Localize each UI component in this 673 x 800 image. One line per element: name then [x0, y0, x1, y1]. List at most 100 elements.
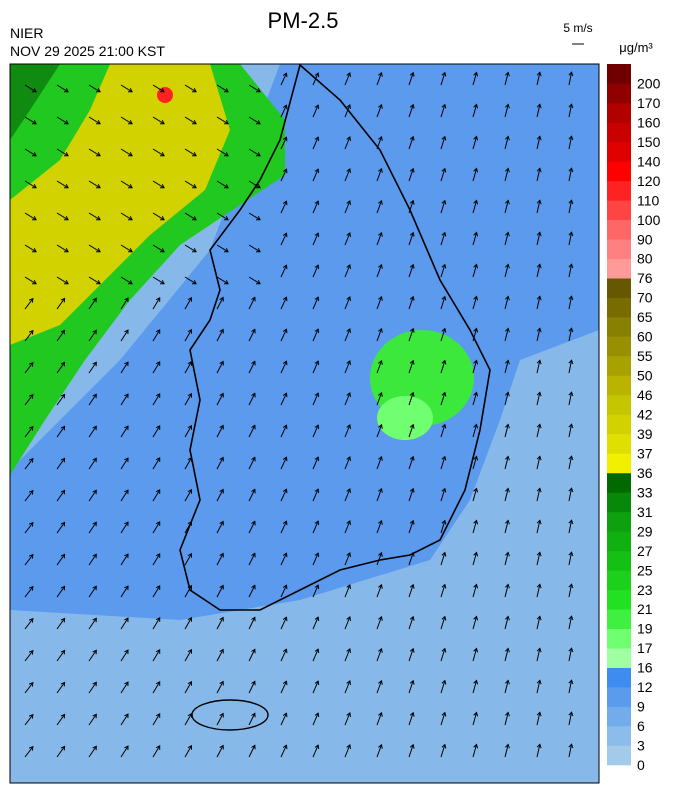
wind-arrow-head: [155, 361, 161, 366]
wind-arrow-head: [251, 296, 256, 302]
wind-arrow: [472, 520, 478, 534]
colorbar-swatch: [607, 83, 631, 104]
colorbar-tick-label: 150: [637, 134, 661, 150]
wind-arrow: [56, 212, 69, 221]
wind-arrow: [312, 744, 319, 758]
wind-arrow-head: [282, 488, 288, 494]
wind-arrow-head: [314, 392, 320, 398]
wind-arrow-head: [96, 280, 101, 285]
wind-arrow: [184, 180, 197, 189]
wind-arrow-head: [346, 616, 351, 621]
wind-arrow: [280, 521, 287, 534]
wind-arrow-head: [282, 424, 288, 430]
wind-arrow-head: [568, 327, 574, 333]
wind-arrow: [440, 136, 446, 150]
wind-arrow: [248, 180, 261, 189]
wind-arrow-head: [536, 231, 542, 237]
wind-arrow-head: [219, 296, 224, 302]
wind-arrow: [280, 169, 287, 182]
wind-arrow: [536, 200, 541, 214]
wind-arrow-head: [536, 551, 542, 557]
wind-arrow-head: [568, 167, 574, 173]
colorbar-tick-label: 76: [637, 270, 653, 286]
wind-arrow: [152, 521, 161, 534]
wind-arrow-head: [92, 713, 97, 719]
wind-arrow: [152, 329, 161, 342]
wind-arrow: [504, 232, 509, 246]
wind-arrow: [248, 425, 256, 438]
wind-arrow: [120, 212, 133, 221]
wind-arrow-head: [160, 248, 165, 253]
wind-arrow: [248, 329, 256, 342]
wind-arrow: [56, 522, 65, 534]
colorbar-swatch: [607, 161, 631, 182]
wind-arrow-head: [96, 248, 101, 253]
wind-arrow: [408, 392, 414, 406]
wind-arrow: [56, 298, 65, 310]
wind-arrow: [56, 618, 65, 630]
wind-arrow-head: [473, 391, 479, 397]
wind-arrow-head: [187, 680, 193, 686]
wind-arrow: [216, 649, 224, 662]
wind-arrow: [152, 649, 161, 662]
wind-arrow-head: [441, 295, 447, 301]
wind-arrow-head: [32, 184, 37, 189]
wind-arrow-head: [473, 647, 479, 653]
wind-arrow-head: [155, 713, 161, 718]
wind-arrow-head: [124, 585, 129, 591]
wind-arrow: [120, 585, 129, 598]
wind-arrow: [312, 552, 319, 566]
colorbar-tick-label: 170: [637, 95, 661, 111]
wind-arrow-head: [568, 487, 574, 493]
colorbar-tick-label: 29: [637, 523, 653, 539]
wind-arrow-head: [192, 88, 197, 93]
wind-arrow: [88, 649, 97, 662]
wind-arrow: [312, 584, 319, 598]
wind-arrow: [248, 244, 261, 253]
wind-arrow-head: [378, 615, 383, 621]
wind-arrow-head: [219, 520, 224, 526]
wind-arrow: [120, 681, 129, 694]
wind-arrow-head: [536, 583, 542, 589]
wind-arrow-head: [124, 649, 129, 655]
wind-arrow: [88, 393, 97, 406]
wind-arrow: [312, 264, 319, 278]
wind-arrow: [408, 264, 414, 278]
wind-arrow: [216, 681, 224, 694]
wind-arrow: [88, 713, 97, 726]
wind-arrow: [344, 616, 351, 630]
wind-arrow-head: [505, 743, 510, 749]
wind-arrow: [120, 84, 133, 93]
wind-arrow-head: [92, 521, 97, 527]
wind-arrow: [184, 212, 197, 221]
wind-arrow-head: [346, 456, 351, 461]
wind-arrow-head: [409, 103, 415, 109]
colorbar-swatch: [607, 453, 631, 474]
wind-arrow-head: [378, 71, 383, 77]
wind-arrow-head: [160, 184, 165, 189]
wind-arrow: [248, 276, 261, 285]
wind-arrow: [536, 584, 541, 598]
wind-arrow: [440, 232, 446, 246]
wind-arrow: [504, 264, 509, 278]
wind-arrow-head: [32, 88, 37, 93]
wind-arrow-head: [346, 584, 351, 589]
wind-arrow-head: [568, 519, 574, 525]
wind-arrow-head: [505, 455, 510, 461]
wind-arrow-head: [219, 456, 224, 462]
wind-arrow: [120, 244, 133, 253]
colorbar-tick-label: 42: [637, 407, 653, 423]
wind-arrow: [24, 298, 34, 310]
wind-arrow: [376, 200, 383, 214]
wind-arrow: [24, 522, 34, 534]
wind-arrow-head: [568, 391, 574, 397]
wind-arrow: [536, 360, 541, 374]
wind-arrow-head: [441, 487, 447, 493]
wind-arrow-head: [409, 647, 415, 653]
wind-arrow-head: [28, 585, 34, 591]
wind-arrow-head: [187, 552, 193, 558]
wind-arrow-head: [441, 199, 447, 205]
wind-arrow-head: [441, 135, 447, 141]
wind-arrow-head: [378, 455, 383, 461]
wind-arrow: [280, 393, 287, 406]
